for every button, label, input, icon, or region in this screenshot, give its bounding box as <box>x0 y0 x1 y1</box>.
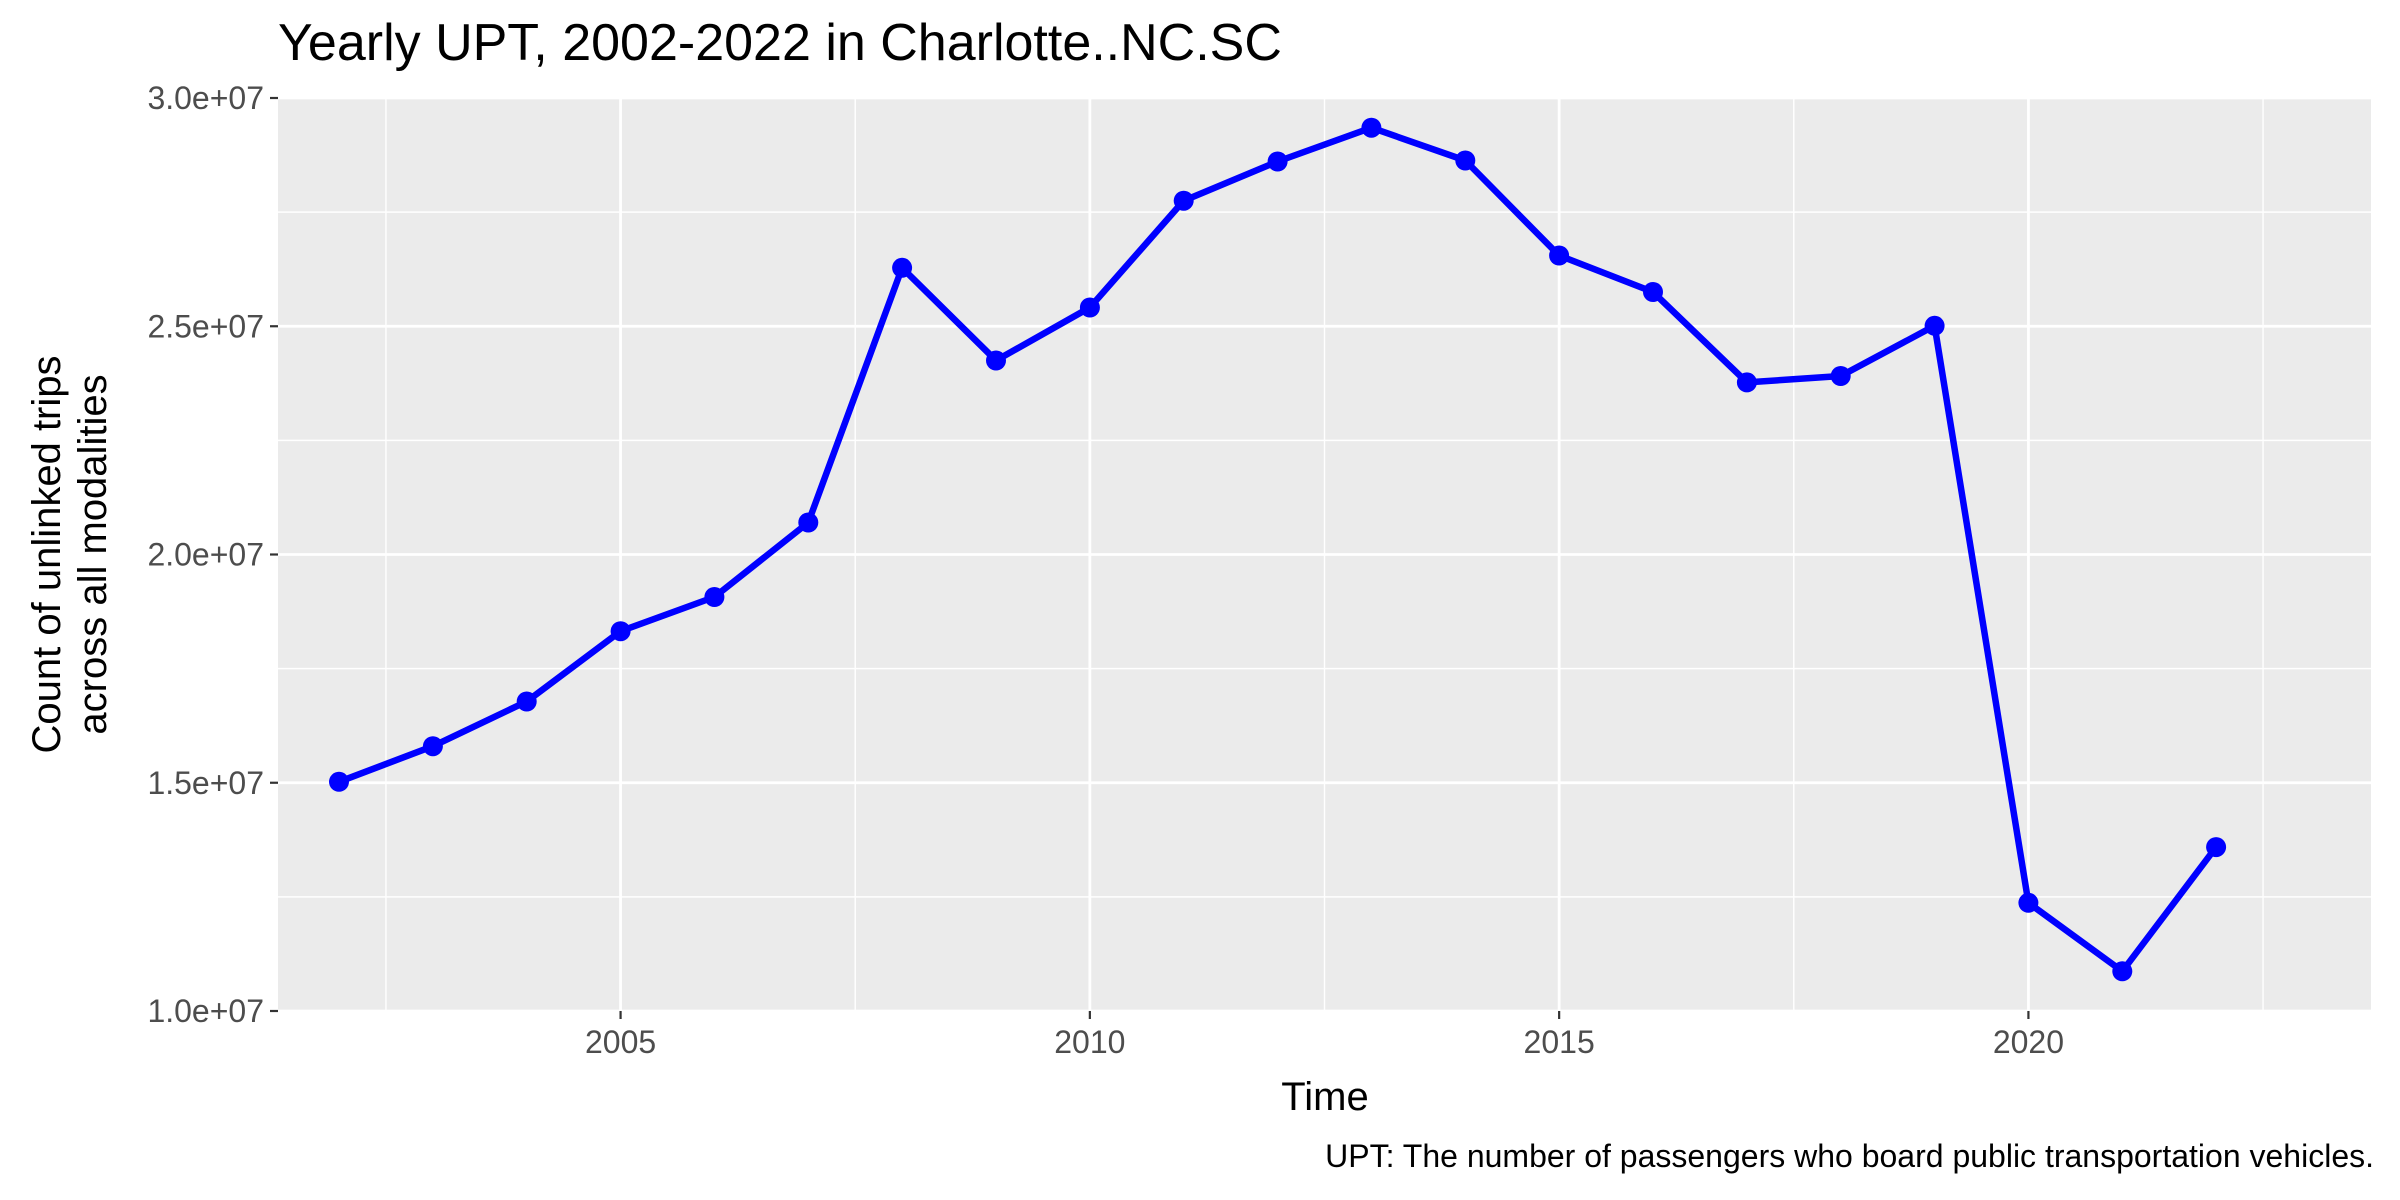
data-point <box>1830 366 1851 386</box>
data-point <box>1079 297 1100 318</box>
data-point <box>2018 892 2039 913</box>
data-point <box>1361 117 1382 138</box>
data-point <box>798 512 819 533</box>
x-tick-label: 2010 <box>1054 1024 1125 1060</box>
data-point <box>329 771 349 792</box>
data-point <box>1267 151 1288 172</box>
chart-caption: UPT: The number of passengers who board … <box>1325 1138 2374 1174</box>
data-point <box>892 257 913 278</box>
y-tick-label: 2.5e+07 <box>147 308 264 344</box>
data-point <box>1924 315 1945 336</box>
data-point <box>704 587 725 607</box>
series-points <box>329 117 2227 982</box>
y-axis-title-line-2: across all modalities <box>71 374 115 734</box>
y-tick-label: 3.0e+07 <box>147 80 264 116</box>
y-axis-title-line-1: Count of unlinked trips <box>25 355 69 753</box>
x-tick-label: 2005 <box>585 1024 656 1060</box>
data-point <box>986 350 1006 371</box>
x-axis-title: Time <box>1281 1075 1368 1119</box>
x-axis: 2005 2010 2015 2020 <box>585 1011 2064 1060</box>
data-point <box>422 736 443 757</box>
x-tick-label: 2015 <box>1524 1024 1595 1060</box>
major-grid <box>278 96 2371 1013</box>
y-axis: 1.0e+07 1.5e+07 2.0e+07 2.5e+07 3.0e+07 <box>147 80 278 1029</box>
data-point <box>2206 837 2227 858</box>
data-point <box>1643 282 1663 302</box>
y-tick-label: 1.0e+07 <box>147 993 264 1029</box>
data-point <box>610 621 631 642</box>
data-point <box>1455 150 1476 171</box>
data-point <box>1173 190 1194 211</box>
x-tick-label: 2020 <box>1993 1024 2064 1060</box>
data-point <box>1549 245 1570 266</box>
y-tick-label: 2.0e+07 <box>147 537 264 573</box>
data-point <box>2112 961 2133 982</box>
chart-title: Yearly UPT, 2002-2022 in Charlotte..NC.S… <box>278 14 1282 72</box>
y-tick-label: 1.5e+07 <box>147 765 264 801</box>
data-point <box>1736 372 1757 393</box>
y-axis-title: Count of unlinked trips across all modal… <box>25 355 115 753</box>
data-point <box>516 691 537 712</box>
